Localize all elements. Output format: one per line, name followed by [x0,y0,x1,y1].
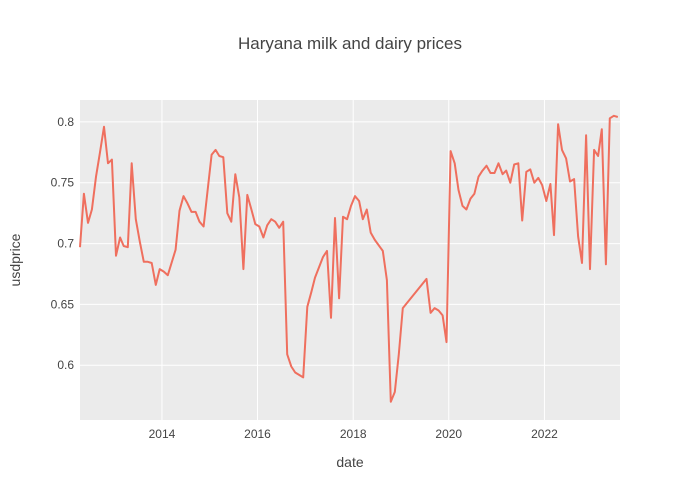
y-axis-title: usdprice [7,233,23,286]
x-tick-label: 2018 [340,427,367,441]
y-tick-label: 0.8 [57,115,74,129]
series-line [79,114,619,403]
y-axis-ticks: 0.6 0.65 0.7 0.75 0.8 [51,115,75,372]
x-tick-label: 2016 [244,427,271,441]
x-axis-ticks: 2014 2016 2018 2020 2022 [149,427,559,441]
y-tick-label: 0.6 [57,358,74,372]
chart-title: Haryana milk and dairy prices [238,34,462,53]
y-tick-label: 0.75 [51,176,75,190]
x-tick-label: 2020 [435,427,462,441]
y-gridlines [80,121,620,366]
y-tick-label: 0.65 [51,297,75,311]
y-tick-label: 0.7 [57,237,74,251]
plot-background [80,100,620,420]
x-tick-label: 2014 [149,427,176,441]
series-layer [79,114,619,403]
x-axis-title: date [336,454,363,470]
x-tick-label: 2022 [531,427,558,441]
